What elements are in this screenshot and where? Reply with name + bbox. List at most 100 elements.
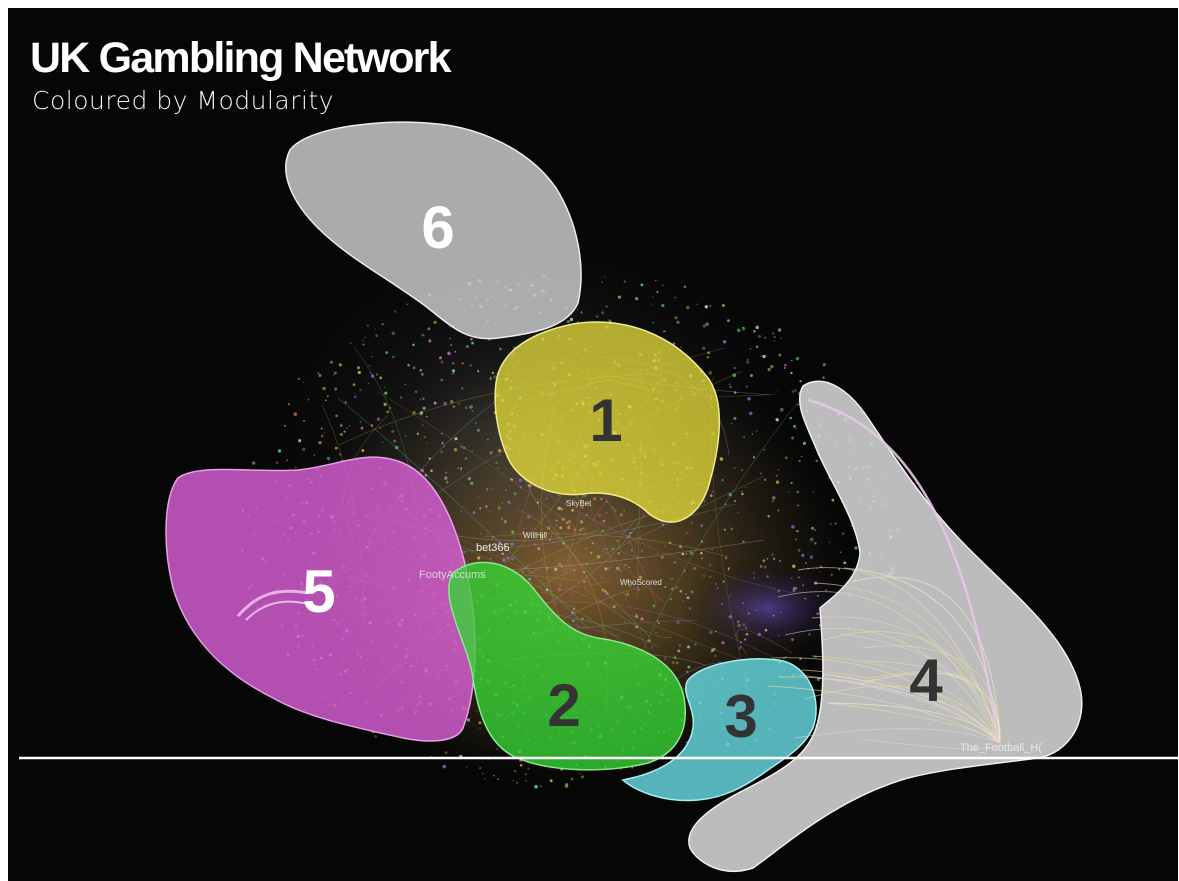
network-node [571, 611, 575, 615]
network-node [467, 477, 472, 481]
network-node [419, 368, 423, 372]
network-node [705, 322, 709, 326]
network-node [495, 461, 498, 464]
network-node [728, 493, 732, 497]
network-node [320, 434, 324, 438]
network-node [465, 766, 468, 768]
network-node [628, 566, 630, 569]
network-node [650, 304, 653, 306]
network-node [491, 536, 495, 539]
network-node [671, 661, 675, 665]
network-node [487, 438, 489, 441]
network-node [700, 540, 704, 543]
network-node [793, 424, 796, 428]
network-node [742, 540, 745, 543]
network-node [814, 529, 816, 531]
network-node [388, 406, 392, 410]
network-node [420, 468, 425, 473]
network-node [505, 556, 508, 559]
network-node [688, 607, 691, 610]
community-number-2: 2 [547, 672, 580, 739]
network-node [808, 632, 811, 636]
network-node [829, 523, 832, 526]
network-node [465, 344, 469, 348]
fan-edge [821, 673, 1001, 744]
network-node [740, 490, 743, 493]
network-node [458, 402, 460, 405]
network-node [843, 561, 847, 565]
network-node [548, 538, 551, 541]
network-node [721, 641, 725, 645]
network-node [395, 445, 399, 450]
network-node [554, 567, 558, 571]
network-node [565, 501, 568, 504]
network-node [558, 588, 562, 592]
network-node [643, 515, 645, 518]
fan-edge [843, 567, 1001, 744]
network-node [816, 594, 819, 597]
network-node [419, 398, 422, 401]
network-node [609, 566, 612, 569]
network-node [775, 474, 778, 477]
network-node [338, 453, 342, 456]
network-node [472, 511, 476, 515]
network-node [453, 363, 455, 365]
network-node [703, 500, 706, 503]
network-node [339, 432, 343, 437]
network-node [277, 449, 282, 453]
fan-edge [866, 670, 1001, 744]
network-node [685, 592, 688, 596]
network-node [766, 575, 769, 578]
network-node [678, 644, 682, 647]
network-node [448, 326, 451, 328]
network-edge [565, 490, 614, 586]
network-node [477, 370, 480, 373]
network-node [753, 577, 755, 579]
network-node [439, 356, 442, 360]
network-node [623, 509, 626, 512]
network-node [679, 545, 683, 549]
network-node [329, 360, 333, 364]
network-node [484, 504, 488, 509]
network-node [801, 553, 805, 557]
network-node [533, 543, 536, 546]
network-node [508, 501, 512, 504]
network-node [528, 577, 531, 581]
network-node [706, 355, 710, 359]
network-node [550, 535, 552, 537]
network-node [433, 401, 437, 405]
network-node [428, 339, 432, 343]
network-node [741, 469, 743, 472]
network-edge [522, 475, 765, 595]
network-node [549, 779, 553, 783]
network-node [615, 566, 620, 571]
community-2-region [448, 561, 687, 771]
network-node [617, 551, 621, 555]
network-node [499, 454, 501, 457]
network-node [463, 551, 466, 554]
network-node [663, 330, 666, 333]
network-node [704, 305, 708, 309]
network-node [479, 507, 482, 510]
network-node [503, 546, 507, 550]
network-node [451, 369, 456, 373]
network-node [406, 303, 409, 306]
network-node [715, 630, 717, 633]
network-node [295, 466, 297, 469]
fan-edge [797, 567, 1001, 744]
network-node [360, 426, 364, 430]
network-node [574, 501, 577, 504]
network-node [771, 553, 774, 556]
network-node [560, 564, 564, 568]
network-node [334, 446, 338, 450]
network-edge [528, 601, 773, 658]
network-node [729, 385, 733, 389]
community-number-1: 1 [589, 387, 622, 454]
network-node [503, 520, 507, 524]
network-node [777, 589, 780, 593]
network-node [656, 552, 659, 555]
network-node [393, 439, 397, 443]
network-node [777, 389, 779, 391]
network-node [642, 566, 645, 569]
community-3-region [621, 658, 817, 802]
